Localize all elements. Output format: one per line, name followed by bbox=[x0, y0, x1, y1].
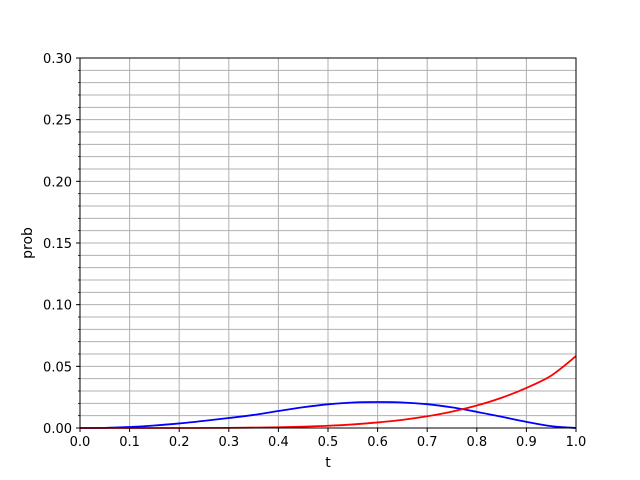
x-tick-label: 0.9 bbox=[516, 435, 537, 450]
y-tick-label: 0.05 bbox=[43, 360, 72, 375]
ticks: 0.0 0.1 0.2 0.3 0.4 0.5 0.6 0.7 0.8 0.9 1.0 0.00 0.0… bbox=[43, 52, 586, 450]
x-tick-label: 0.1 bbox=[119, 435, 140, 450]
y-tick-label: 0.00 bbox=[43, 422, 72, 437]
x-tick-label: 0.4 bbox=[268, 435, 289, 450]
y-tick-label: 0.20 bbox=[43, 175, 72, 190]
x-tick-label: 0.2 bbox=[169, 435, 190, 450]
y-axis-label: prob bbox=[20, 227, 36, 259]
x-tick-label: 0.6 bbox=[367, 435, 388, 450]
y-tick-label: 0.15 bbox=[43, 237, 72, 252]
grid bbox=[79, 57, 577, 429]
y-tick-label: 0.30 bbox=[43, 52, 72, 67]
x-tick-label: 0.3 bbox=[218, 435, 239, 450]
x-tick-label: 0.5 bbox=[318, 435, 339, 450]
x-tick-label: 0.0 bbox=[70, 435, 91, 450]
y-tick-label: 0.10 bbox=[43, 299, 72, 314]
x-tick-label: 1.0 bbox=[566, 435, 587, 450]
x-tick-label: 0.8 bbox=[466, 435, 487, 450]
x-axis-label: t bbox=[325, 455, 331, 471]
y-tick-label: 0.25 bbox=[43, 114, 72, 129]
series-line-1 bbox=[79, 401, 577, 429]
x-tick-label: 0.7 bbox=[417, 435, 438, 450]
